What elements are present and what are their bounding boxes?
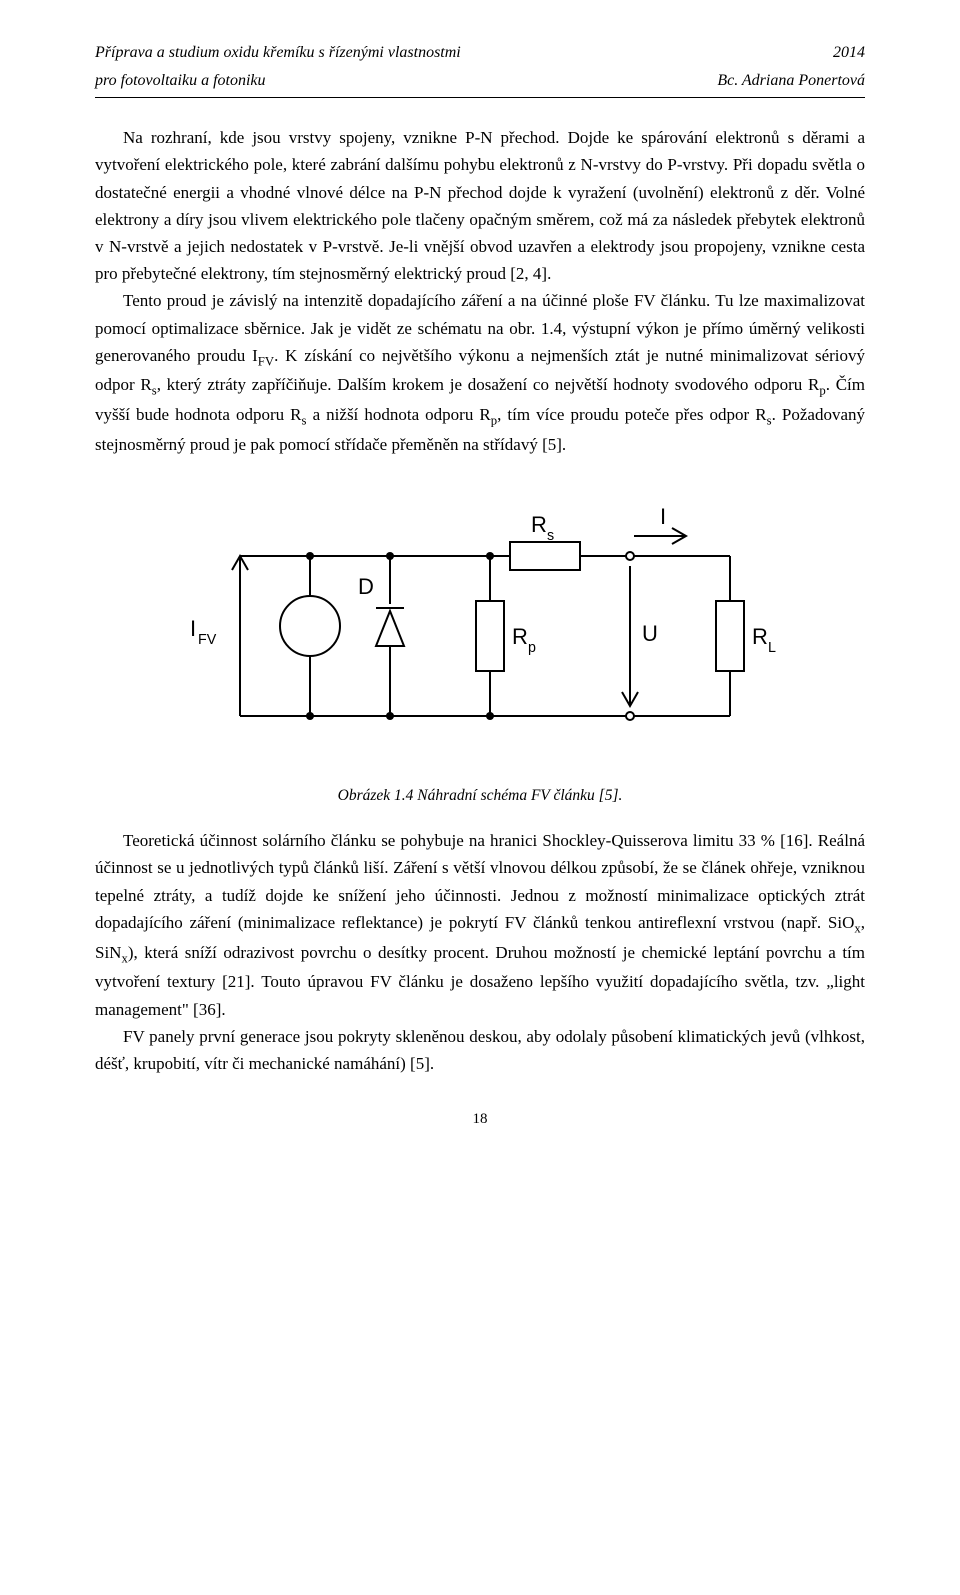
svg-text:R: R <box>752 624 768 649</box>
svg-text:I: I <box>190 616 196 641</box>
paragraph-4: FV panely první generace jsou pokryty sk… <box>95 1023 865 1077</box>
header-subtitle-left: pro fotovoltaiku a fotoniku <box>95 68 266 94</box>
svg-text:FV: FV <box>198 632 217 648</box>
svg-text:D: D <box>358 574 374 599</box>
svg-text:L: L <box>768 640 776 656</box>
svg-text:s: s <box>547 528 554 544</box>
page-header-line1: Příprava a studium oxidu křemíku s řízen… <box>95 40 865 66</box>
paragraph-1: Na rozhraní, kde jsou vrstvy spojeny, vz… <box>95 124 865 287</box>
svg-text:R: R <box>512 624 528 649</box>
svg-text:R: R <box>531 512 547 537</box>
page-header-line2: pro fotovoltaiku a fotoniku Bc. Adriana … <box>95 68 865 99</box>
svg-text:p: p <box>528 640 536 656</box>
header-author: Bc. Adriana Ponertová <box>717 68 865 94</box>
circuit-figure: IFVDRpRsIURL <box>95 486 865 774</box>
header-year: 2014 <box>833 40 865 66</box>
circuit-diagram: IFVDRpRsIURL <box>170 486 790 766</box>
paragraph-3: Teoretická účinnost solárního článku se … <box>95 827 865 1023</box>
paragraph-2: Tento proud je závislý na intenzitě dopa… <box>95 287 865 458</box>
figure-caption: Obrázek 1.4 Náhradní schéma FV článku [5… <box>95 784 865 809</box>
svg-text:I: I <box>660 504 666 529</box>
svg-text:U: U <box>642 621 658 646</box>
page-number: 18 <box>95 1107 865 1131</box>
header-title-left: Příprava a studium oxidu křemíku s řízen… <box>95 40 461 66</box>
